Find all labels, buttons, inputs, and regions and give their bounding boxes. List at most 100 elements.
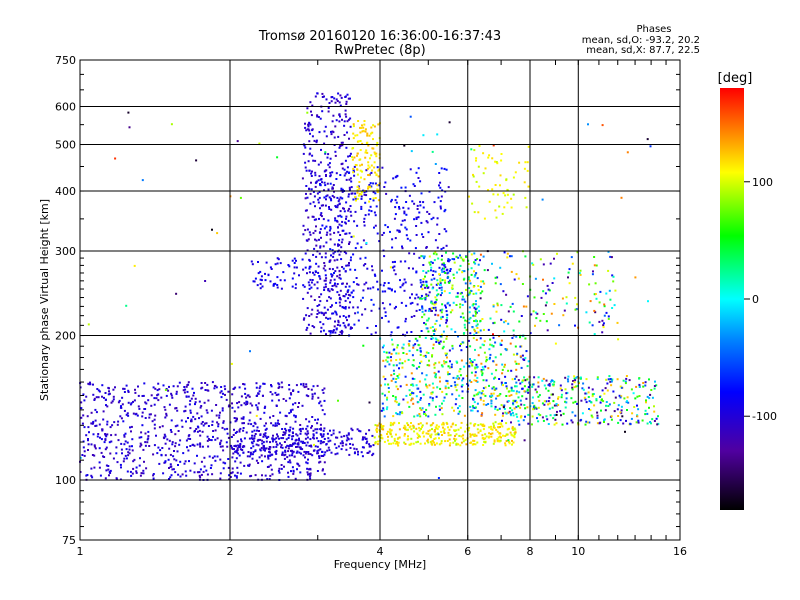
data-point <box>567 276 569 279</box>
data-point <box>325 316 328 319</box>
data-point <box>549 414 552 417</box>
data-point <box>255 382 258 385</box>
data-point <box>257 392 260 395</box>
data-point <box>363 224 366 227</box>
data-point <box>277 393 280 396</box>
data-point <box>279 411 282 414</box>
data-point <box>464 430 467 433</box>
data-point <box>196 430 199 433</box>
data-point <box>202 470 205 473</box>
data-point <box>441 413 444 416</box>
data-point <box>292 403 294 406</box>
data-point <box>122 420 125 423</box>
data-point <box>509 255 511 258</box>
data-point <box>370 210 373 213</box>
data-point <box>315 239 318 242</box>
data-point <box>407 358 410 361</box>
data-point <box>196 443 199 446</box>
data-point <box>316 92 319 95</box>
data-point <box>329 306 332 308</box>
data-point <box>175 392 178 395</box>
data-point <box>328 162 331 165</box>
data-point <box>319 423 322 426</box>
data-point <box>185 420 187 423</box>
data-point <box>360 193 363 196</box>
data-point <box>487 403 490 405</box>
data-point <box>312 436 314 439</box>
data-point <box>653 420 656 422</box>
data-point <box>358 158 361 161</box>
data-point <box>617 404 620 407</box>
data-point <box>492 392 495 395</box>
data-point <box>190 418 193 421</box>
data-point <box>472 406 475 409</box>
data-point <box>277 469 280 472</box>
data-point <box>435 395 438 398</box>
data-point <box>533 376 536 379</box>
data-point <box>352 169 355 172</box>
data-point <box>519 416 522 419</box>
data-point <box>81 422 84 425</box>
data-point <box>307 458 309 461</box>
data-point <box>443 432 446 434</box>
data-point <box>329 182 332 185</box>
x-axis: 1 2 4 6 8 10 16 <box>77 60 687 558</box>
data-point <box>441 434 443 436</box>
data-point <box>311 129 314 132</box>
data-point <box>221 407 224 410</box>
data-point <box>338 239 341 242</box>
data-point <box>630 417 633 420</box>
data-point <box>279 279 282 282</box>
data-point <box>434 375 437 378</box>
data-point <box>325 277 328 280</box>
data-point <box>485 356 488 359</box>
data-point <box>500 404 503 407</box>
data-point <box>581 387 584 390</box>
data-point <box>393 437 396 440</box>
data-point <box>326 299 329 302</box>
data-point <box>275 424 278 427</box>
data-point <box>474 262 477 265</box>
data-point <box>477 285 480 287</box>
data-point <box>524 196 527 199</box>
data-point <box>390 352 393 355</box>
data-point <box>525 305 528 308</box>
data-point <box>366 132 369 135</box>
data-point <box>412 424 415 427</box>
data-point <box>402 333 404 336</box>
data-point <box>432 343 435 346</box>
data-point <box>455 389 458 392</box>
data-point <box>324 184 327 187</box>
data-point <box>593 333 596 336</box>
data-point <box>446 319 448 322</box>
data-point <box>255 386 258 389</box>
data-point <box>309 472 312 475</box>
data-point <box>603 305 606 308</box>
data-point <box>407 207 410 210</box>
data-point <box>539 319 542 322</box>
data-point <box>325 98 328 101</box>
data-point <box>539 258 542 261</box>
data-point <box>104 477 107 480</box>
data-point <box>656 423 659 426</box>
data-point <box>370 154 373 157</box>
data-point <box>371 147 374 150</box>
data-point <box>325 175 327 177</box>
data-point <box>329 281 332 284</box>
data-point <box>257 444 260 447</box>
data-point <box>495 369 498 372</box>
data-point <box>401 362 404 365</box>
data-point <box>382 375 385 378</box>
data-point <box>433 371 436 374</box>
data-point <box>474 367 477 370</box>
data-point <box>447 386 450 389</box>
data-point <box>126 470 129 473</box>
data-point <box>488 432 491 435</box>
data-point <box>468 318 471 321</box>
data-point <box>414 343 417 346</box>
data-point <box>304 266 307 269</box>
data-point <box>431 261 434 264</box>
data-point <box>359 140 362 142</box>
data-point <box>533 296 536 299</box>
data-point <box>320 330 322 333</box>
